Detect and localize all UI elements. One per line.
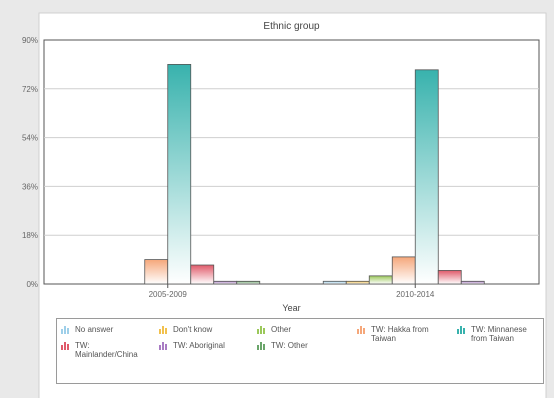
bar (345, 280, 370, 285)
legend-item[interactable]: TW: Other (257, 341, 343, 350)
x-axis-label: Year (282, 303, 300, 313)
legend-item[interactable]: Other (257, 325, 343, 334)
chart-title: Ethnic group (263, 21, 320, 32)
legend-swatch-icon (257, 325, 267, 334)
legend-item[interactable]: TW: Minnanese from Taiwan (457, 325, 541, 343)
y-tick-label: 36% (22, 182, 38, 191)
legend-label: TW: Hakka from Taiwan (371, 325, 429, 343)
x-tick-label: 2010-2014 (396, 290, 435, 299)
legend-item[interactable]: TW: Mainlander/China (61, 341, 147, 359)
bar (391, 256, 416, 285)
bar (144, 259, 169, 285)
y-tick-label: 54% (22, 134, 38, 143)
legend-label: Don't know (173, 325, 213, 334)
y-tick-label: 0% (26, 280, 38, 289)
y-tick-label: 72% (22, 85, 38, 94)
legend-label: Other (271, 325, 292, 334)
legend-swatch-icon (457, 325, 467, 334)
legend-label: TW: Aboriginal (173, 341, 225, 350)
legend-swatch-icon (257, 341, 267, 350)
legend-label: No answer (75, 325, 114, 334)
legend-swatch-icon (159, 325, 169, 334)
bar (368, 275, 393, 285)
bar (190, 264, 215, 285)
bar (236, 280, 261, 285)
bar (213, 280, 238, 285)
bar (322, 280, 347, 285)
legend-item[interactable]: TW: Hakka from Taiwan (357, 325, 453, 343)
legend: No answer Don't know Other TW: Hakka from T… (56, 318, 544, 384)
legend-label: TW: Other (271, 341, 308, 350)
legend-item[interactable]: No answer (61, 325, 147, 334)
legend-swatch-icon (159, 341, 169, 350)
legend-item[interactable]: TW: Aboriginal (159, 341, 245, 350)
legend-swatch-icon (61, 341, 71, 350)
legend-label: TW: Minnanese from Taiwan (471, 325, 527, 343)
legend-label: TW: Mainlander/China (75, 341, 138, 359)
legend-item[interactable]: Don't know (159, 325, 245, 334)
bar (460, 280, 485, 285)
bar (437, 270, 462, 285)
bar (414, 69, 439, 285)
y-tick-label: 90% (22, 36, 38, 45)
legend-swatch-icon (61, 325, 71, 334)
bar (167, 64, 192, 285)
y-tick-label: 18% (22, 231, 38, 240)
plot-area (43, 39, 540, 285)
x-tick-label: 2005-2009 (149, 290, 188, 299)
legend-swatch-icon (357, 325, 367, 334)
